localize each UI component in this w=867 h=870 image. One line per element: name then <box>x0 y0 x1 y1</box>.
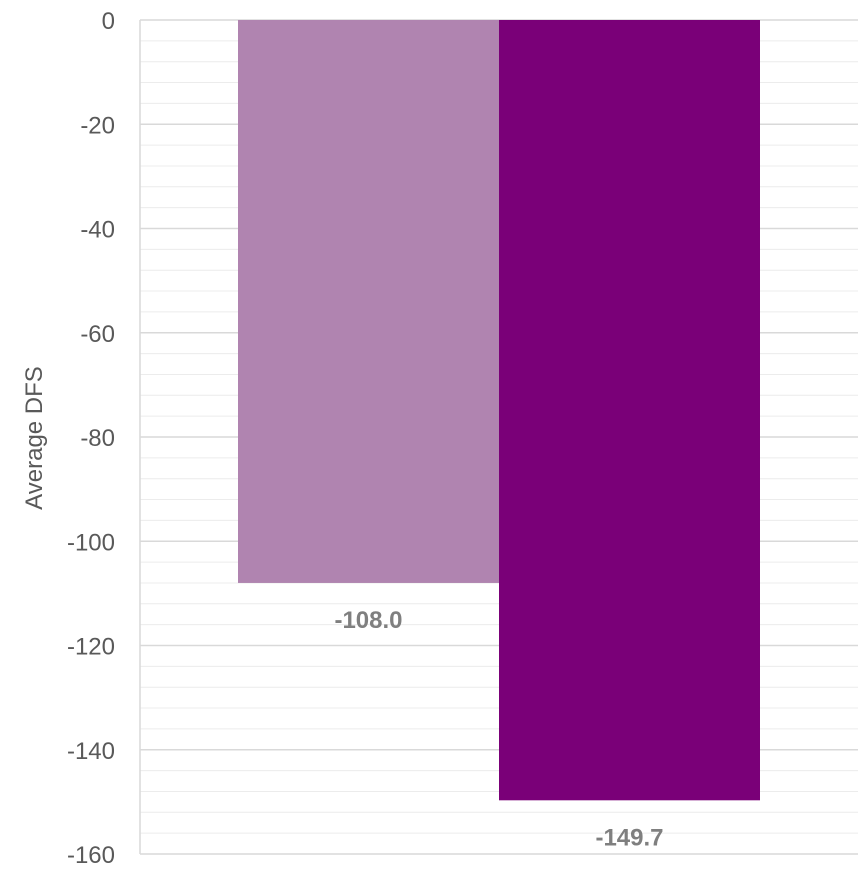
y-tick-label: -80 <box>80 425 115 452</box>
y-tick-label: -120 <box>67 634 115 661</box>
y-tick-label: -140 <box>67 738 115 765</box>
y-tick-label: -60 <box>80 321 115 348</box>
y-tick-label: -100 <box>67 529 115 556</box>
y-axis-title: Average DFS <box>21 366 48 510</box>
data-label-2: -149.7 <box>595 824 663 851</box>
bar-2 <box>499 20 760 801</box>
y-tick-label: -160 <box>67 842 115 869</box>
data-label-1: -108.0 <box>334 607 402 634</box>
bar-1 <box>238 20 499 583</box>
y-tick-label: -20 <box>80 112 115 139</box>
y-tick-label: 0 <box>102 8 115 35</box>
y-axis-tick-labels: 0 -20 -40 -60 -80 -100 -120 -140 -160 <box>67 8 115 869</box>
y-tick-label: -40 <box>80 217 115 244</box>
data-labels: -108.0 -149.7 <box>334 607 663 851</box>
bars <box>238 20 760 801</box>
